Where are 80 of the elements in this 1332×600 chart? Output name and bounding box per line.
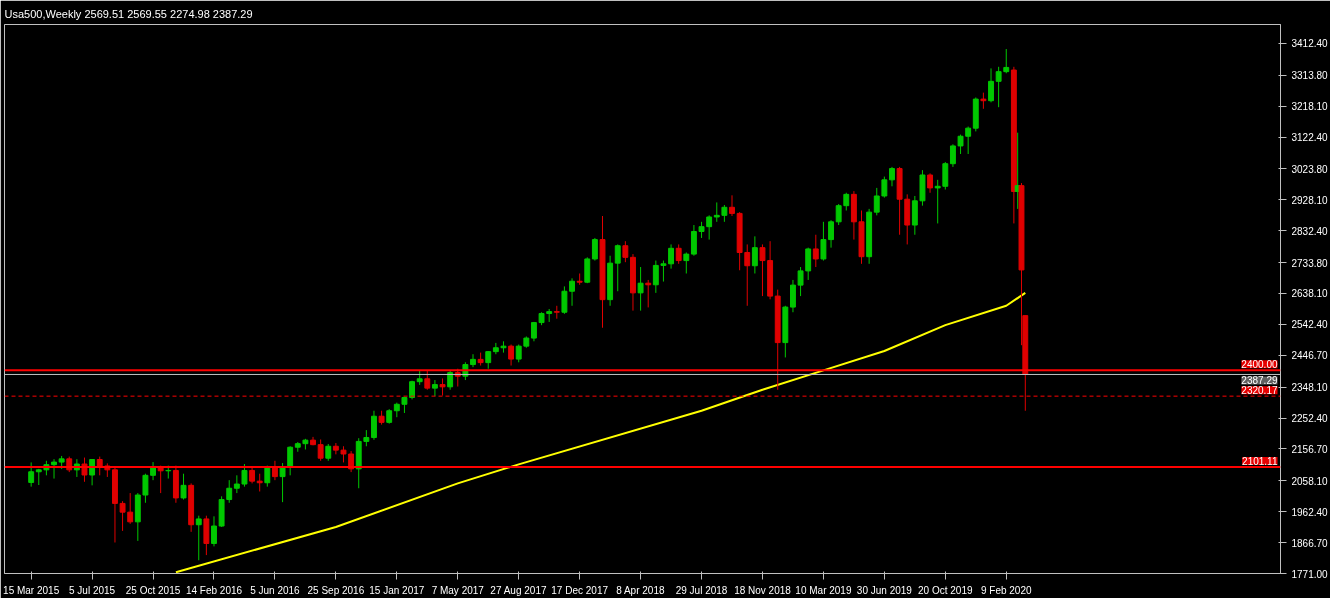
candlestick: [211, 515, 217, 547]
y-tick-label: 1771.00: [1291, 568, 1329, 580]
candlestick: [317, 438, 324, 462]
candlestick: [241, 463, 248, 488]
x-tick-label: 17 Dec 2017: [551, 584, 609, 596]
candlestick: [683, 252, 690, 274]
y-tick-label: 2542.40: [1291, 319, 1329, 331]
candlestick: [820, 221, 827, 262]
y-tick-label: 2156.70: [1291, 443, 1329, 455]
candlestick: [988, 67, 994, 103]
x-tick-label: 8 Apr 2018: [616, 584, 665, 596]
y-tick-label: 2733.80: [1291, 257, 1329, 269]
candlestick: [96, 456, 103, 476]
candlestick: [127, 492, 134, 525]
candlestick: [576, 272, 583, 286]
ref-line-label: 2320.17: [1241, 385, 1278, 397]
candlestick: [812, 234, 819, 268]
chart-title: Usa500,Weekly 2569.51 2569.55 2274.98 2387.29: [4, 7, 253, 20]
x-tick-label: 10 Mar 2019: [795, 584, 852, 596]
y-tick-label: 3412.40: [1291, 38, 1329, 50]
x-tick-label: 29 Jul 2018: [675, 584, 728, 596]
candlestick: [195, 515, 202, 561]
y-tick-label: 2832.40: [1291, 225, 1329, 237]
y-tick-label: 2252.40: [1291, 413, 1329, 425]
candlestick: [622, 240, 629, 263]
y-tick-label: 2928.10: [1291, 194, 1329, 206]
line-series: [174, 291, 1027, 574]
x-tick-label: 25 Oct 2015: [125, 584, 181, 596]
candlestick: [706, 214, 713, 241]
candlestick: [51, 458, 57, 480]
y-tick-label: 3023.80: [1291, 163, 1329, 175]
y-tick-label: 2348.10: [1291, 382, 1329, 394]
x-tick-label: 7 May 2017: [431, 584, 485, 596]
candlestick: [889, 166, 895, 187]
candlestick: [180, 473, 187, 501]
candlestick: [751, 235, 758, 274]
candlestick: [271, 460, 278, 481]
candlestick: [828, 219, 834, 249]
candlestick: [805, 247, 812, 281]
y-tick-label: 3122.40: [1291, 132, 1329, 144]
ref-line-label: 2101.11: [1242, 455, 1278, 467]
y-tick-label: 1866.70: [1291, 537, 1329, 549]
candlestick: [668, 243, 675, 270]
candlestick: [431, 379, 438, 397]
candlestick: [729, 194, 735, 217]
x-tick-label: 9 Feb 2020: [980, 584, 1032, 596]
candlestick: [637, 266, 644, 312]
candlestick: [881, 176, 888, 199]
candlestick: [584, 256, 591, 284]
candlestick: [28, 461, 35, 488]
candlestick: [371, 410, 377, 441]
x-tick-label: 14 Feb 2016: [185, 584, 243, 596]
candlestick: [675, 243, 682, 265]
x-tick-label: 18 Nov 2018: [734, 584, 792, 596]
candlestick: [614, 243, 621, 292]
candlestick: [927, 172, 934, 194]
x-tick-label: 15 Jan 2017: [369, 584, 425, 596]
candlestick: [873, 187, 880, 216]
ref-line-label: 2400.00: [1241, 359, 1278, 371]
y-tick-label: 2638.10: [1291, 288, 1329, 300]
candlestick: [89, 458, 96, 486]
candlestick: [287, 445, 294, 476]
y-tick-label: 3313.80: [1291, 70, 1329, 82]
x-tick-label: 15 Mar 2015: [3, 584, 60, 596]
x-tick-label: 30 Jun 2019: [856, 584, 913, 596]
y-tick-label: 2058.10: [1291, 475, 1329, 487]
candlestick: [797, 266, 804, 297]
x-tick-label: 20 Oct 2019: [918, 584, 973, 596]
y-tick-label: 1962.40: [1291, 506, 1329, 518]
x-tick-label: 5 Jun 2016: [250, 584, 301, 596]
candlestick: [470, 353, 476, 368]
candlestick: [790, 279, 796, 313]
y-tick-label: 3218.10: [1291, 101, 1329, 113]
candlestick: [424, 369, 431, 391]
x-tick-label: 27 Aug 2017: [490, 584, 547, 596]
y-tick-label: 2446.70: [1291, 350, 1329, 362]
x-tick-label: 5 Jul 2015: [69, 584, 116, 596]
candlestick: [591, 237, 598, 262]
ref-line-label: 2387.29: [1241, 375, 1278, 387]
x-tick-label: 25 Sep 2016: [307, 584, 365, 596]
